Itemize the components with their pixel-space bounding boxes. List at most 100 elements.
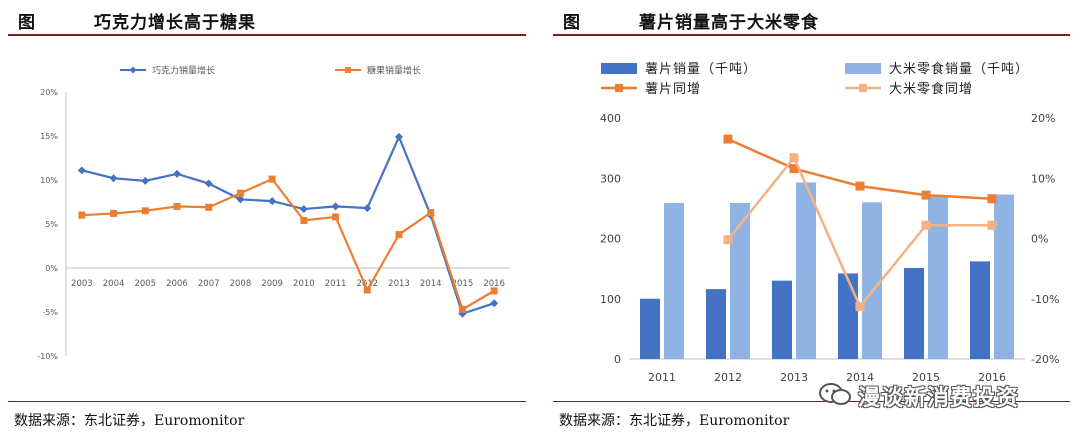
- left-line-chart: 20% 15% 10% 5% 0% -5% -10% 2003 2004 2005 2006 2007…: [37, 65, 510, 361]
- right-figure-title: 薯片销量高于大米零食: [639, 13, 819, 33]
- right-x-tick-label: 2012: [714, 371, 742, 384]
- right-data-point: [723, 134, 733, 144]
- left-data-point: [332, 213, 340, 221]
- right-legend-marker: [615, 84, 623, 92]
- right-y-tick-label: 100: [600, 293, 621, 306]
- right-x-tick-label: 2015: [912, 371, 940, 384]
- right-legend-swatch: [601, 63, 637, 74]
- right-y2-tick-label: 20%: [1031, 112, 1055, 125]
- left-x-tick-label: 2013: [388, 279, 410, 289]
- right-data-point: [921, 220, 931, 230]
- wechat-icon: [819, 383, 851, 405]
- left-source-note: 数据来源：东北证券，Euromonitor: [14, 413, 245, 429]
- right-legend-label: 大米零食同增: [889, 81, 973, 97]
- left-data-point: [236, 195, 245, 204]
- right-bar: [772, 280, 792, 359]
- left-y-tick-label: 15%: [40, 132, 58, 141]
- left-x-tick-label: 2008: [230, 279, 252, 289]
- right-data-point: [855, 302, 865, 312]
- right-y2-tick-label: -20%: [1031, 353, 1059, 366]
- right-figure: 图 薯片销量高于大米零食 400 300 200 100 0 20% 10% 0% -10% -2…: [545, 0, 1080, 443]
- left-figure: 图 巧克力增长高于糖果 20% 15% 10% 5% 0% -5% -10% 2003 2004…: [0, 0, 536, 443]
- watermark: 漫谈新消费投资: [818, 378, 1058, 411]
- right-bar: [664, 202, 684, 359]
- left-legend-marker: [345, 67, 351, 73]
- left-data-point: [331, 202, 340, 211]
- left-data-point: [268, 197, 277, 206]
- left-x-tick-label: 2009: [261, 279, 283, 289]
- right-y-tick-label: 200: [600, 233, 621, 246]
- left-data-point: [141, 207, 149, 215]
- left-data-point: [363, 286, 371, 294]
- left-data-point: [299, 205, 308, 214]
- right-data-point: [987, 220, 997, 230]
- right-y2-tick-label: 0%: [1031, 233, 1048, 246]
- left-data-point: [205, 203, 213, 211]
- watermark-text: 漫谈新消费投资: [858, 386, 1020, 411]
- left-x-tick-label: 2006: [166, 279, 188, 289]
- left-data-point: [490, 299, 499, 308]
- left-y-tick-label: 5%: [45, 220, 58, 229]
- right-data-point: [789, 153, 799, 163]
- left-data-point: [141, 176, 150, 185]
- left-data-point: [204, 179, 213, 188]
- right-data-point: [855, 181, 865, 191]
- right-y-tick-label: 300: [600, 172, 621, 185]
- right-bar: [928, 196, 948, 359]
- right-y-tick-label: 0: [614, 353, 621, 366]
- left-data-point: [78, 211, 86, 219]
- left-x-tick-label: 2004: [103, 279, 125, 289]
- left-data-point: [236, 189, 244, 197]
- left-data-point: [300, 216, 308, 224]
- right-data-point: [921, 190, 931, 200]
- left-data-point: [268, 175, 276, 183]
- right-bar: [838, 273, 858, 359]
- left-data-point: [427, 209, 435, 217]
- right-combo-chart: 400 300 200 100 0 20% 10% 0% -10% -20% 2011 2012 201…: [600, 61, 1059, 384]
- right-bar: [994, 194, 1014, 359]
- left-y-tick-label: 10%: [40, 176, 58, 185]
- right-legend-swatch: [845, 63, 881, 74]
- left-x-tick-label: 2011: [325, 279, 347, 289]
- right-legend-label: 薯片销量（千吨）: [645, 62, 757, 77]
- right-source-note: 数据来源：东北证券，Euromonitor: [559, 413, 790, 429]
- right-y-tick-label: 400: [600, 112, 621, 125]
- left-data-point: [395, 132, 403, 141]
- left-data-point: [458, 305, 466, 313]
- left-y-tick-label: 0%: [45, 264, 58, 273]
- left-y-tick-label: -5%: [42, 308, 58, 317]
- left-x-tick-label: 2005: [134, 279, 156, 289]
- left-series-line: [81, 134, 495, 316]
- right-data-point: [987, 194, 997, 204]
- right-x-tick-label: 2016: [978, 371, 1006, 384]
- left-x-tick-label: 2016: [483, 279, 505, 289]
- right-bar: [862, 202, 882, 359]
- left-x-tick-label: 2007: [198, 279, 220, 289]
- left-x-tick-label: 2014: [420, 279, 442, 289]
- left-legend-label: 巧克力销量增长: [152, 65, 215, 77]
- left-x-tick-label: 2012: [356, 279, 378, 289]
- left-data-point: [490, 287, 498, 295]
- right-x-tick-label: 2013: [780, 371, 808, 384]
- right-bar: [970, 261, 990, 359]
- left-data-point: [109, 174, 118, 183]
- left-footer-rule: [8, 401, 526, 402]
- left-legend-label: 糖果销量增长: [367, 65, 421, 77]
- right-bar: [706, 289, 726, 359]
- right-bar: [904, 268, 924, 359]
- right-y2-tick-label: 10%: [1031, 172, 1055, 185]
- left-figure-title: 巧克力增长高于糖果: [94, 13, 256, 33]
- right-data-point: [789, 164, 799, 174]
- right-x-tick-label: 2011: [648, 371, 676, 384]
- left-x-tick-label: 2003: [71, 279, 93, 289]
- right-y2-tick-label: -10%: [1031, 293, 1059, 306]
- left-y-tick-label: -10%: [37, 352, 58, 361]
- right-data-point: [723, 235, 733, 245]
- left-data-point: [363, 204, 372, 213]
- left-data-point: [77, 166, 86, 175]
- right-bar: [640, 298, 660, 359]
- left-data-point: [173, 202, 181, 210]
- right-bar: [730, 202, 750, 359]
- right-legend-label: 大米零食销量（千吨）: [889, 61, 1029, 77]
- right-footer-rule: [553, 401, 1070, 402]
